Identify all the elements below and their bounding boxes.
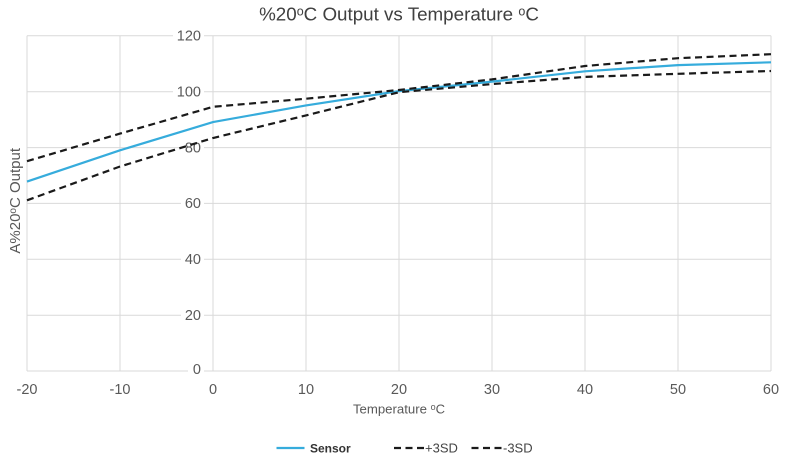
svg-text:A%20oC Output: A%20oC Output [7, 147, 24, 253]
svg-text:40: 40 [577, 382, 593, 398]
svg-text:Temperature oC: Temperature oC [353, 402, 445, 417]
svg-text:-10: -10 [110, 382, 131, 398]
svg-text:Sensor: Sensor [310, 442, 351, 456]
svg-text:-20: -20 [17, 382, 38, 398]
svg-text:+3SD: +3SD [425, 441, 458, 456]
svg-text:20: 20 [185, 308, 201, 324]
svg-text:50: 50 [670, 382, 686, 398]
svg-text:60: 60 [185, 196, 201, 212]
svg-text:%20oC Output vs Temperature oC: %20oC Output vs Temperature oC [259, 4, 539, 25]
svg-text:100: 100 [177, 84, 201, 100]
svg-text:30: 30 [484, 382, 500, 398]
svg-text:20: 20 [391, 382, 407, 398]
svg-text:0: 0 [209, 382, 217, 398]
svg-text:120: 120 [177, 29, 201, 45]
svg-text:10: 10 [298, 382, 314, 398]
svg-text:40: 40 [185, 252, 201, 268]
svg-text:80: 80 [185, 140, 201, 156]
svg-text:0: 0 [193, 362, 201, 378]
svg-text:60: 60 [763, 382, 779, 398]
svg-text:-3SD: -3SD [503, 441, 533, 456]
